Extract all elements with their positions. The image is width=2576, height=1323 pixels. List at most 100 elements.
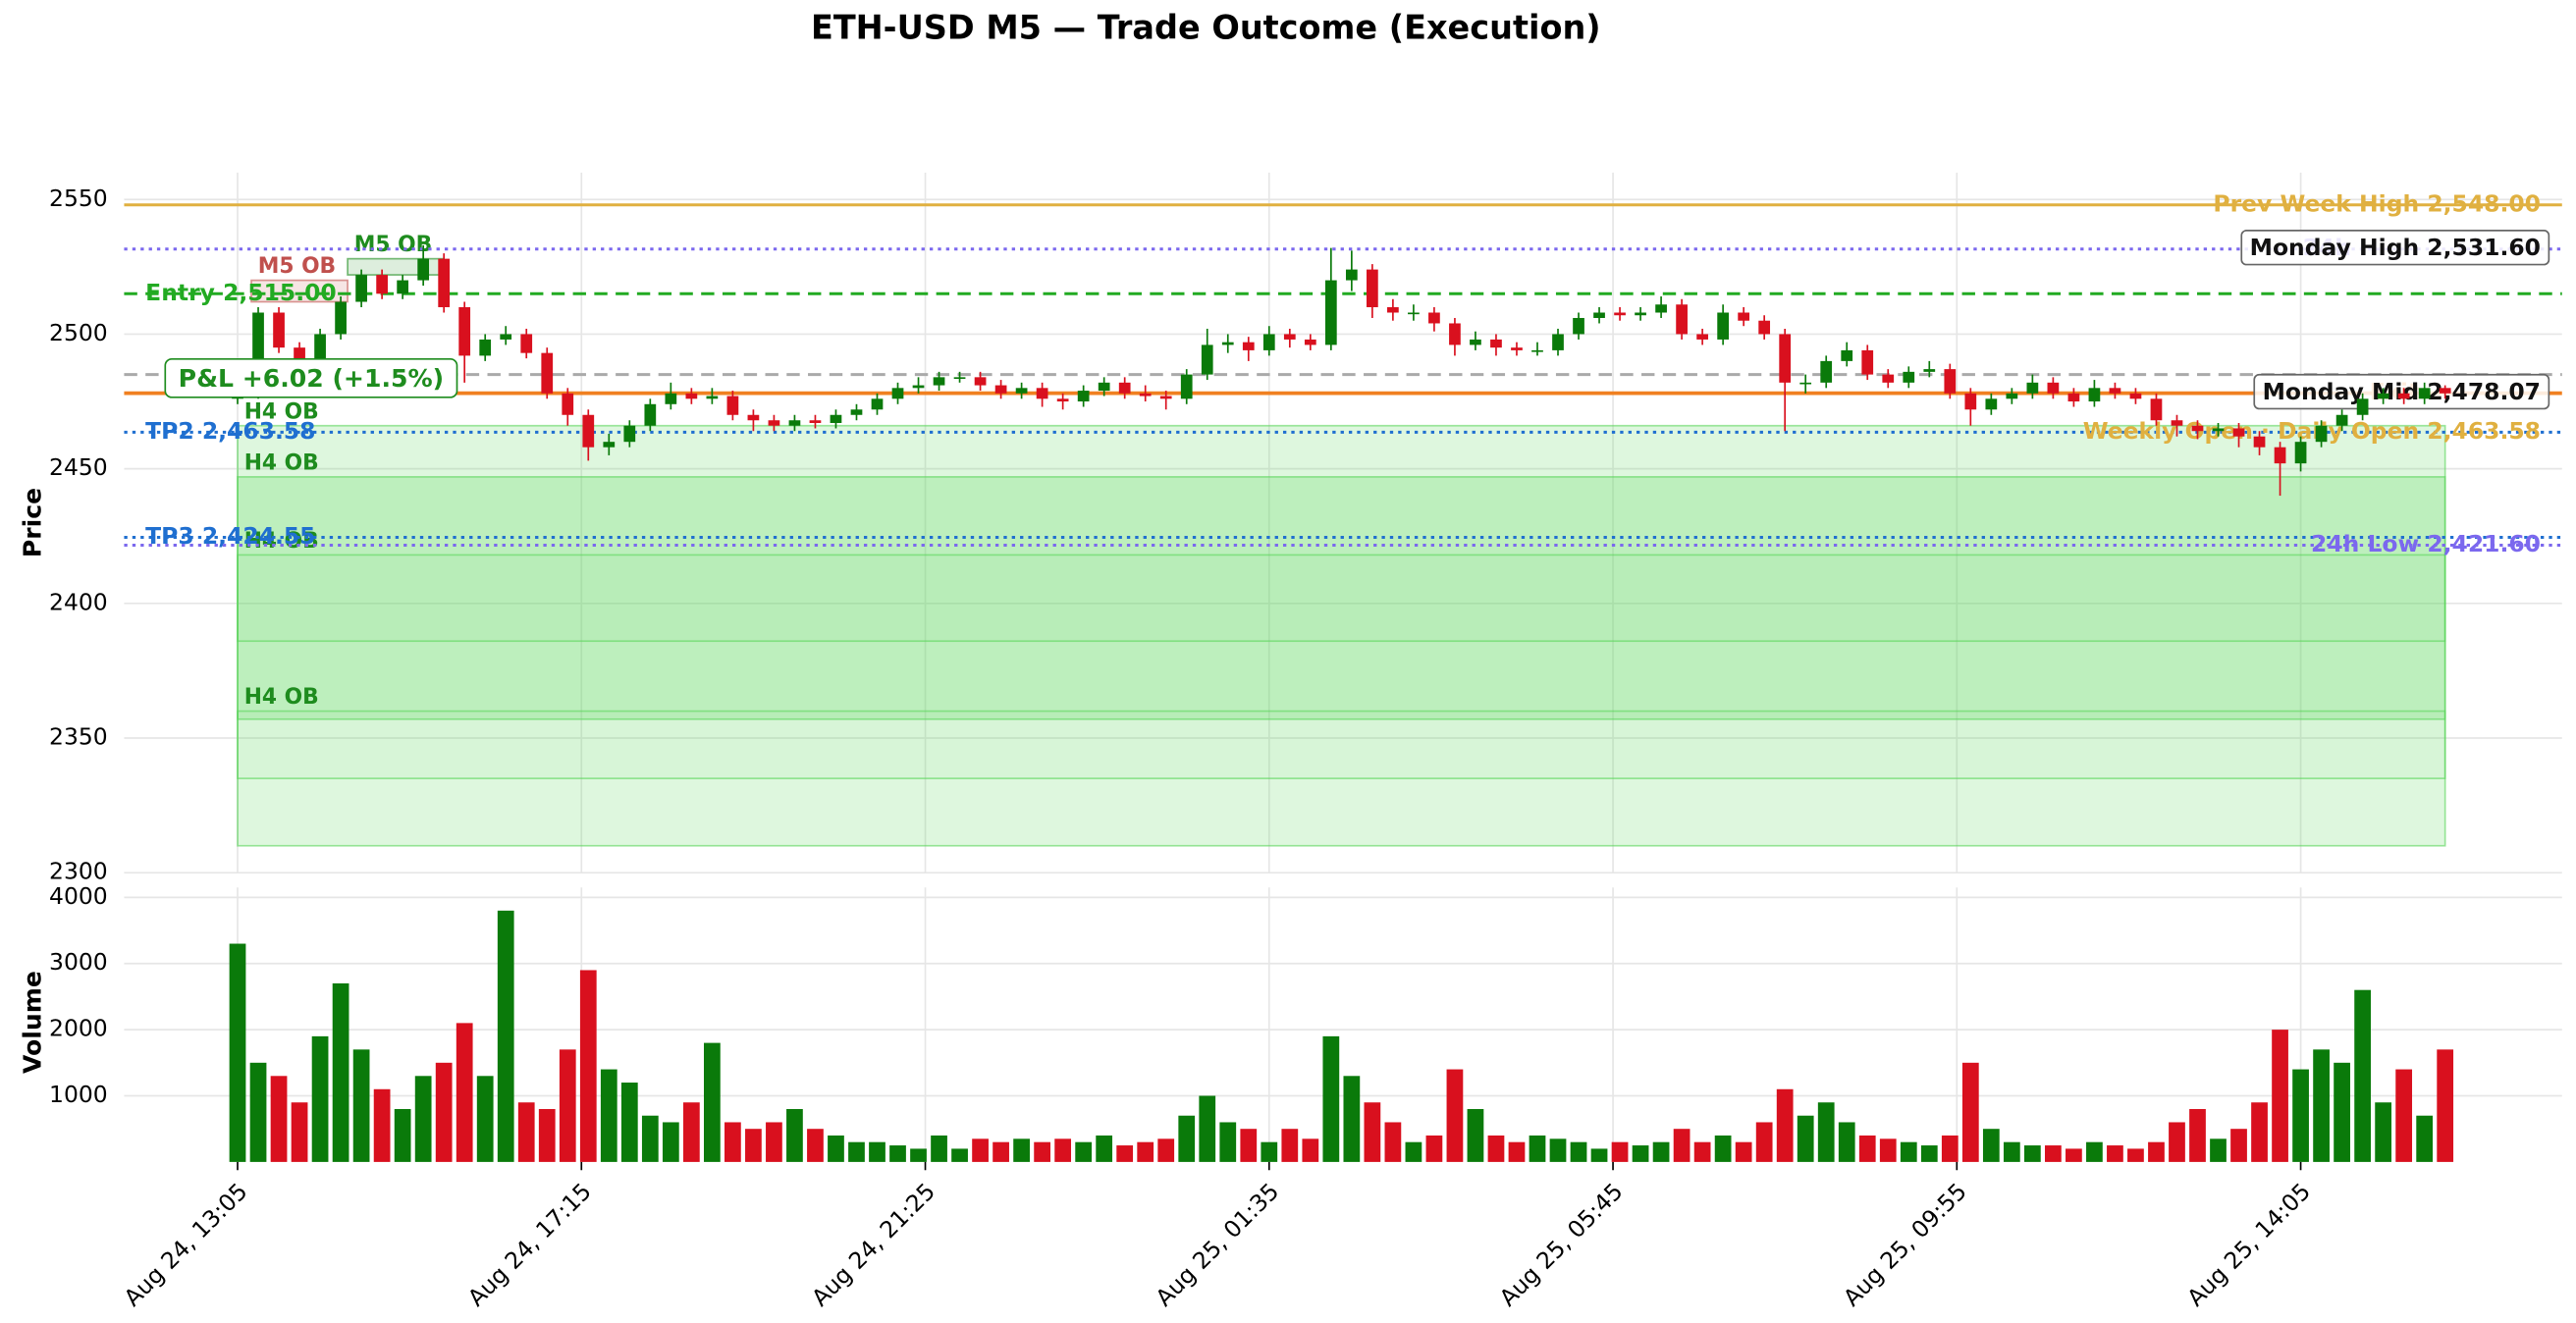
- candle-body: [2377, 393, 2389, 399]
- level-label: TP2 2,463.58: [145, 417, 315, 445]
- candle-body: [458, 307, 471, 356]
- candle-body: [1696, 334, 1708, 340]
- candle-body: [2253, 436, 2266, 448]
- volume-bar: [972, 1138, 989, 1162]
- candle-body: [1758, 320, 1771, 335]
- candle-body: [1841, 349, 1853, 361]
- volume-bar: [1384, 1122, 1402, 1162]
- y-tick-label: 2500: [49, 319, 108, 346]
- zone: [237, 710, 2446, 779]
- volume-bar: [311, 1035, 329, 1162]
- zone-label: H4 OB: [244, 529, 319, 554]
- candle-body: [1159, 396, 1172, 399]
- volume-bar: [1240, 1129, 1258, 1162]
- candle-body: [1490, 339, 1502, 348]
- candle-body: [1470, 339, 1481, 345]
- candle-body: [850, 409, 863, 415]
- candle-body: [1531, 349, 1543, 352]
- candle-body: [1098, 382, 1110, 392]
- candle-body: [2335, 414, 2348, 426]
- candle-body: [2006, 393, 2018, 399]
- volume-bar: [1838, 1122, 1855, 1162]
- candle-body: [726, 396, 739, 415]
- volume-bar: [620, 1083, 638, 1162]
- candle-body: [2274, 447, 2286, 464]
- y-tick-label: 2550: [49, 185, 108, 212]
- volume-bar: [1116, 1145, 1134, 1162]
- volume-bar: [2127, 1148, 2144, 1162]
- candle-body: [706, 396, 719, 399]
- candle-body: [1387, 307, 1399, 313]
- volume-bar: [2395, 1069, 2413, 1162]
- candle-body: [665, 393, 677, 404]
- zone-label: H4 OB: [244, 450, 319, 475]
- x-tick-label: Aug 25, 09:55: [1838, 1178, 1972, 1312]
- candle-body: [1923, 369, 1936, 372]
- volume-bar: [662, 1122, 679, 1162]
- volume-bar: [1343, 1076, 1361, 1162]
- volume-bar: [600, 1069, 617, 1162]
- candle-body: [1056, 398, 1069, 402]
- candle-body: [541, 352, 554, 394]
- candle-body: [974, 377, 987, 386]
- volume-bar: [1611, 1141, 1629, 1162]
- x-tick-label: Aug 25, 05:45: [1494, 1178, 1629, 1312]
- volume-bar: [1054, 1138, 1072, 1162]
- volume-tick-label: 4000: [49, 882, 108, 910]
- candle-body: [2315, 425, 2328, 443]
- volume-bar: [1673, 1129, 1690, 1162]
- candle-body: [2232, 428, 2245, 437]
- volume-bar: [682, 1102, 700, 1162]
- candle-body: [355, 275, 367, 302]
- candle-body: [2171, 420, 2183, 426]
- volume-bar: [910, 1148, 927, 1162]
- volume-bar: [993, 1141, 1009, 1162]
- volume-bar: [807, 1129, 824, 1162]
- candle-body: [2109, 388, 2121, 394]
- volume-bar: [497, 910, 514, 1162]
- volume-bar: [766, 1122, 782, 1162]
- volume-bar: [2086, 1141, 2103, 1162]
- zone-label: H4 OB: [244, 399, 319, 424]
- y-tick-label: 2450: [49, 453, 108, 481]
- candle-body: [1799, 382, 1812, 385]
- zone: [237, 476, 2446, 720]
- zone: [237, 424, 2446, 847]
- volume-bar: [1405, 1141, 1422, 1162]
- level-label: Prev Week High 2,548.00: [2213, 189, 2541, 217]
- volume-bar: [579, 970, 597, 1162]
- volume-bar: [2045, 1145, 2062, 1162]
- volume-bar: [373, 1088, 391, 1162]
- y-tick-label: 2350: [49, 722, 108, 750]
- volume-bar: [951, 1148, 968, 1162]
- candle-body: [1408, 312, 1420, 315]
- volume-bar: [848, 1141, 865, 1162]
- volume-bar: [2292, 1069, 2309, 1162]
- candle-body: [1593, 312, 1605, 318]
- volume-bar: [1529, 1135, 1546, 1162]
- candle-body: [953, 377, 966, 380]
- candle-body: [1511, 347, 1523, 350]
- zone-label: M5 OB: [258, 254, 336, 279]
- volume-bar: [517, 1102, 535, 1162]
- chart-title: ETH-USD M5 — Trade Outcome (Execution): [811, 9, 1601, 47]
- x-tick-label: Aug 24, 17:15: [462, 1178, 597, 1312]
- candle-body: [788, 420, 801, 426]
- candle-body: [871, 398, 884, 410]
- volume-bar: [332, 982, 349, 1162]
- candle-body: [479, 339, 492, 356]
- candle-body: [1304, 339, 1316, 345]
- zone-label: M5 OB: [354, 233, 432, 257]
- pnl-label: P&L +6.02 (+1.5%): [179, 364, 444, 393]
- candle-body: [1738, 312, 1750, 321]
- candle-body: [2150, 398, 2163, 421]
- level-label-box: [2253, 373, 2550, 410]
- candle-body: [2067, 393, 2080, 402]
- candle-body: [438, 258, 451, 308]
- candle-body: [2418, 388, 2431, 399]
- candle-body: [747, 414, 760, 421]
- pnl-box: [164, 357, 458, 398]
- volume-bar: [352, 1049, 370, 1162]
- candle-body: [1345, 269, 1358, 281]
- volume-bar: [229, 943, 246, 1162]
